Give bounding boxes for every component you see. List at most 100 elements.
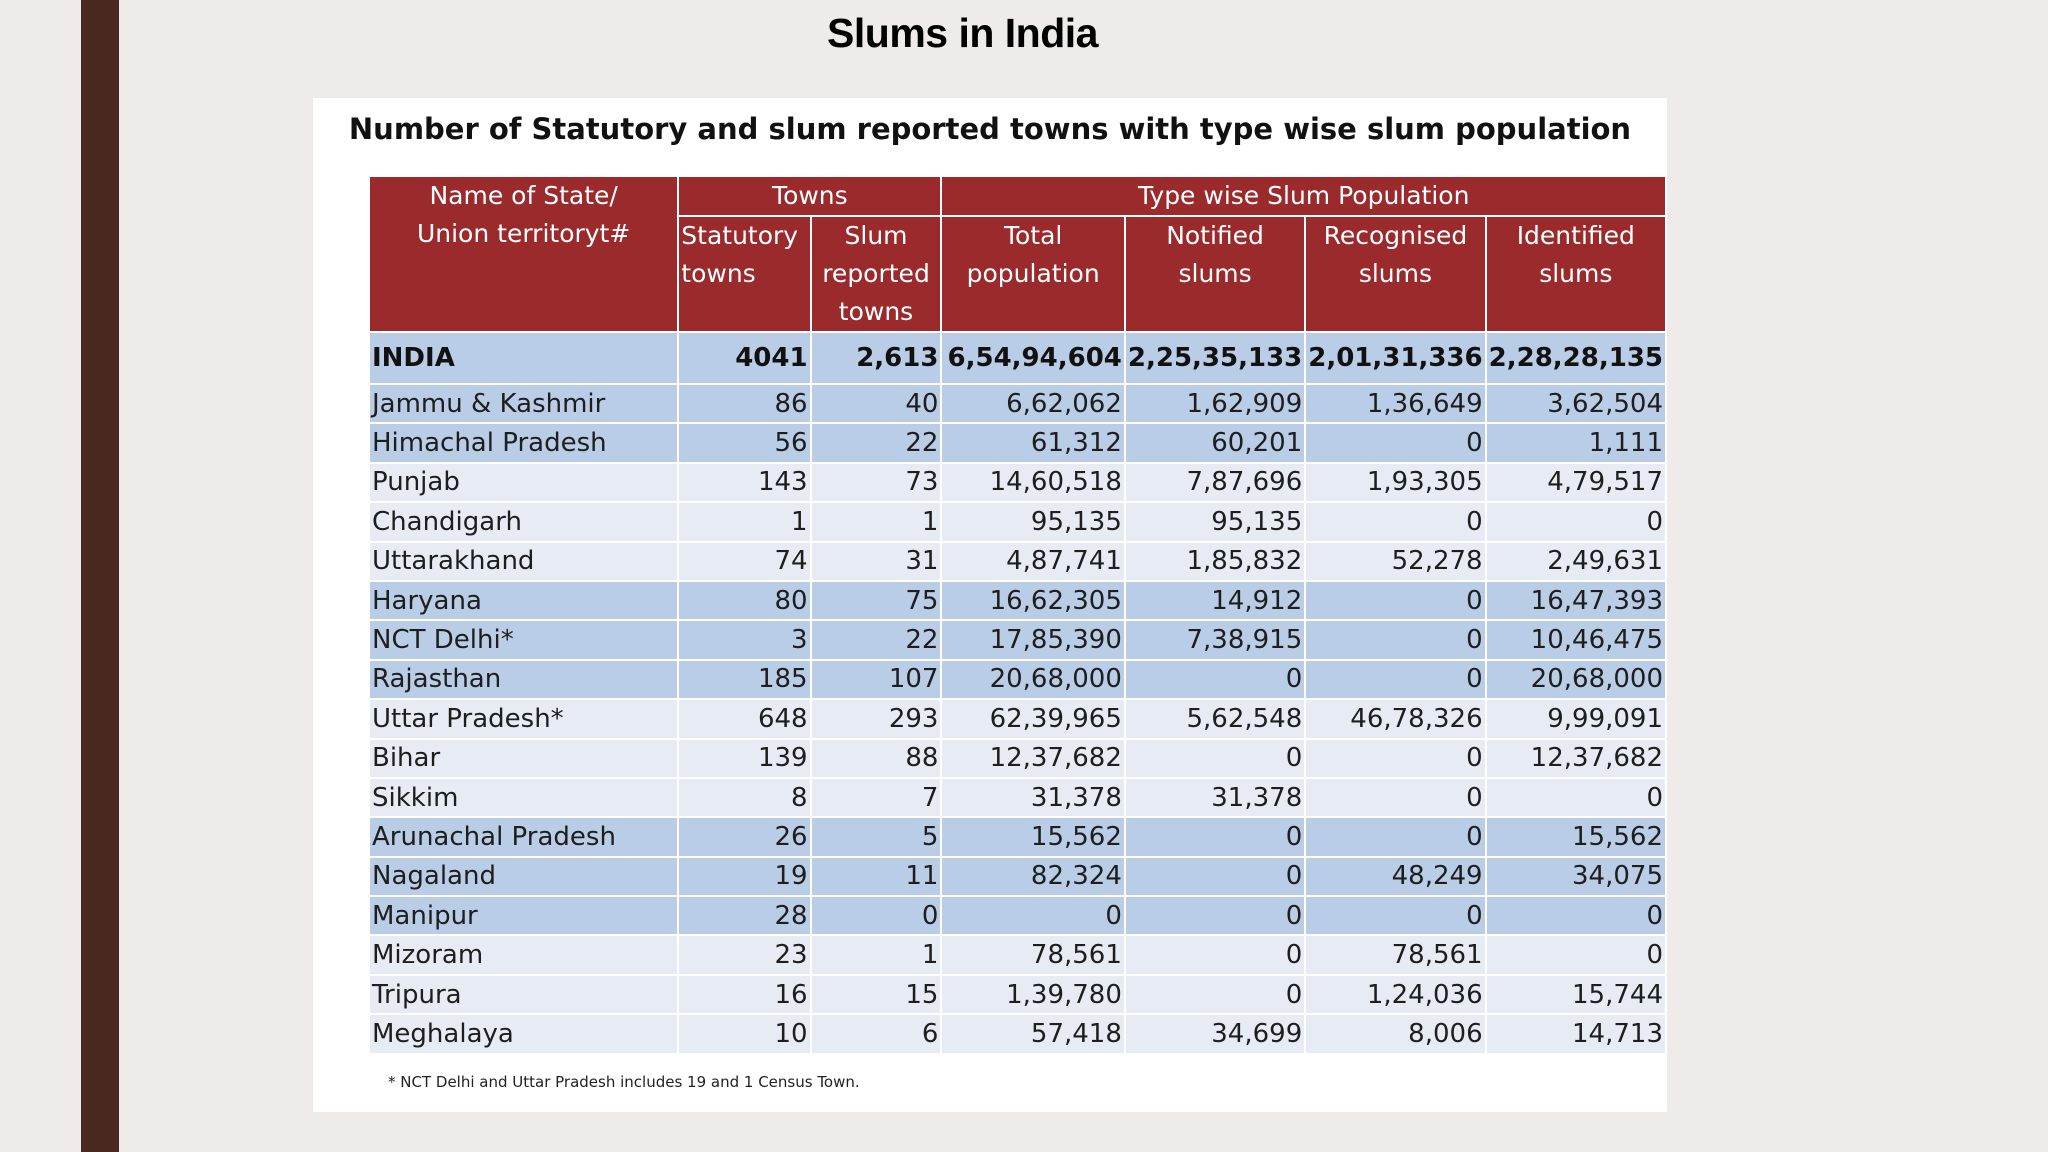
cell-total: 20,68,000 bbox=[940, 659, 1126, 701]
cell-total: 78,561 bbox=[940, 935, 1126, 976]
header-statutory-towns: Statutory towns bbox=[677, 215, 812, 333]
cell-slum-reported: 40 bbox=[809, 384, 943, 425]
cell-identified: 15,562 bbox=[1484, 817, 1668, 858]
header-total-population: Total population bbox=[940, 215, 1126, 333]
cell-identified: 15,744 bbox=[1484, 974, 1668, 1016]
cell-total: 95,135 bbox=[940, 502, 1126, 543]
cell-slum-reported: 1 bbox=[809, 935, 943, 976]
cell-name: Himachal Pradesh bbox=[367, 423, 680, 464]
table-row: Sikkim 8 7 31,378 31,378 0 0 bbox=[367, 777, 1668, 819]
cell-notified: 0 bbox=[1123, 738, 1307, 779]
cell-name: NCT Delhi* bbox=[367, 620, 680, 661]
cell-recognised: 48,249 bbox=[1304, 856, 1487, 898]
cell-statutory: 185 bbox=[677, 659, 812, 701]
cell-slum-reported: 0 bbox=[809, 896, 943, 937]
cell-total: 14,60,518 bbox=[940, 462, 1126, 504]
cell-recognised: 0 bbox=[1304, 502, 1487, 543]
cell-recognised: 0 bbox=[1304, 817, 1487, 858]
table-row: Arunachal Pradesh 26 5 15,562 0 0 15,562 bbox=[367, 817, 1668, 858]
cell-slum-reported: 73 bbox=[809, 462, 943, 504]
table-panel: Number of Statutory and slum reported to… bbox=[313, 98, 1668, 1112]
table-row: Mizoram 23 1 78,561 0 78,561 0 bbox=[367, 935, 1668, 976]
table-row: Tripura 16 15 1,39,780 0 1,24,036 15,744 bbox=[367, 974, 1668, 1016]
cell-statutory: 16 bbox=[677, 974, 812, 1016]
cell-notified: 0 bbox=[1123, 974, 1307, 1016]
cell-notified: 0 bbox=[1123, 935, 1307, 976]
header-state-name: Name of State/ Union territoryt# bbox=[367, 175, 680, 333]
table-row: Punjab 143 73 14,60,518 7,87,696 1,93,305 4,79… bbox=[367, 462, 1668, 504]
cell-slum-reported: 15 bbox=[809, 974, 943, 1016]
table-row: Chandigarh 1 1 95,135 95,135 0 0 bbox=[367, 502, 1668, 543]
cell-name: Jammu & Kashmir bbox=[367, 384, 680, 425]
cell-name: Nagaland bbox=[367, 856, 680, 898]
cell-statutory: 56 bbox=[677, 423, 812, 464]
slide-title: Slums in India bbox=[827, 10, 1098, 56]
cell-identified: 14,713 bbox=[1484, 1014, 1668, 1055]
cell-slum-reported: 11 bbox=[809, 856, 943, 898]
cell-notified: 31,378 bbox=[1123, 777, 1307, 819]
cell-total: 6,62,062 bbox=[940, 384, 1126, 425]
cell-slum-reported: 6 bbox=[809, 1014, 943, 1055]
cell-slum-reported: 5 bbox=[809, 817, 943, 858]
cell-recognised: 1,24,036 bbox=[1304, 974, 1487, 1016]
cell-notified: 0 bbox=[1123, 659, 1307, 701]
cell-name: Chandigarh bbox=[367, 502, 680, 543]
cell-notified: 60,201 bbox=[1123, 423, 1307, 464]
table-row: Manipur 28 0 0 0 0 0 bbox=[367, 896, 1668, 937]
cell-recognised: 0 bbox=[1304, 738, 1487, 779]
cell-identified: 2,49,631 bbox=[1484, 541, 1668, 582]
table-row: Haryana 80 75 16,62,305 14,912 0 16,47,393 bbox=[367, 580, 1668, 622]
cell-identified: 3,62,504 bbox=[1484, 384, 1668, 425]
slum-table: Name of State/ Union territoryt# Towns T… bbox=[367, 175, 1668, 1055]
cell-recognised: 0 bbox=[1304, 896, 1487, 937]
cell-identified: 0 bbox=[1484, 777, 1668, 819]
cell-slum-reported: 293 bbox=[809, 699, 943, 740]
cell-recognised: 8,006 bbox=[1304, 1014, 1487, 1055]
cell-recognised: 0 bbox=[1304, 423, 1487, 464]
cell-name: Punjab bbox=[367, 462, 680, 504]
cell-recognised: 0 bbox=[1304, 777, 1487, 819]
cell-total: 17,85,390 bbox=[940, 620, 1126, 661]
cell-slum-reported: 22 bbox=[809, 620, 943, 661]
cell-total: 15,562 bbox=[940, 817, 1126, 858]
cell-statutory: 8 bbox=[677, 777, 812, 819]
cell-total: 82,324 bbox=[940, 856, 1126, 898]
cell-name: Manipur bbox=[367, 896, 680, 937]
cell-notified: 0 bbox=[1123, 817, 1307, 858]
cell-statutory: 10 bbox=[677, 1014, 812, 1055]
cell-statutory: 26 bbox=[677, 817, 812, 858]
cell-notified: 7,87,696 bbox=[1123, 462, 1307, 504]
cell-identified: 4,79,517 bbox=[1484, 462, 1668, 504]
cell-identified: 0 bbox=[1484, 502, 1668, 543]
cell-recognised: 0 bbox=[1304, 620, 1487, 661]
table-row: Rajasthan 185 107 20,68,000 0 0 20,68,000 bbox=[367, 659, 1668, 701]
cell-statutory: 139 bbox=[677, 738, 812, 779]
cell-identified: 20,68,000 bbox=[1484, 659, 1668, 701]
header-slum-population-group: Type wise Slum Population bbox=[940, 175, 1667, 217]
cell-recognised: 46,78,326 bbox=[1304, 699, 1487, 740]
cell-statutory: 86 bbox=[677, 384, 812, 425]
cell-statutory: 3 bbox=[677, 620, 812, 661]
cell-total: 6,54,94,604 bbox=[940, 332, 1126, 385]
table-row: INDIA 4041 2,613 6,54,94,604 2,25,35,133 2,01… bbox=[367, 332, 1668, 385]
cell-notified: 2,25,35,133 bbox=[1123, 332, 1307, 385]
cell-identified: 12,37,682 bbox=[1484, 738, 1668, 779]
table-row: NCT Delhi* 3 22 17,85,390 7,38,915 0 10,46,475 bbox=[367, 620, 1668, 661]
cell-total: 1,39,780 bbox=[940, 974, 1126, 1016]
cell-statutory: 28 bbox=[677, 896, 812, 937]
cell-statutory: 74 bbox=[677, 541, 812, 582]
cell-slum-reported: 75 bbox=[809, 580, 943, 622]
cell-slum-reported: 7 bbox=[809, 777, 943, 819]
table-row: Himachal Pradesh 56 22 61,312 60,201 0 1,111 bbox=[367, 423, 1668, 464]
cell-slum-reported: 31 bbox=[809, 541, 943, 582]
cell-name: Uttarakhand bbox=[367, 541, 680, 582]
cell-name: Sikkim bbox=[367, 777, 680, 819]
cell-identified: 10,46,475 bbox=[1484, 620, 1668, 661]
cell-identified: 2,28,28,135 bbox=[1484, 332, 1668, 385]
header-identified-slums: Identified slums bbox=[1484, 215, 1668, 333]
cell-total: 62,39,965 bbox=[940, 699, 1126, 740]
cell-statutory: 143 bbox=[677, 462, 812, 504]
table-row: Nagaland 19 11 82,324 0 48,249 34,075 bbox=[367, 856, 1668, 898]
table-row: Uttarakhand 74 31 4,87,741 1,85,832 52,278 2,4… bbox=[367, 541, 1668, 582]
table-title: Number of Statutory and slum reported to… bbox=[348, 112, 1632, 146]
